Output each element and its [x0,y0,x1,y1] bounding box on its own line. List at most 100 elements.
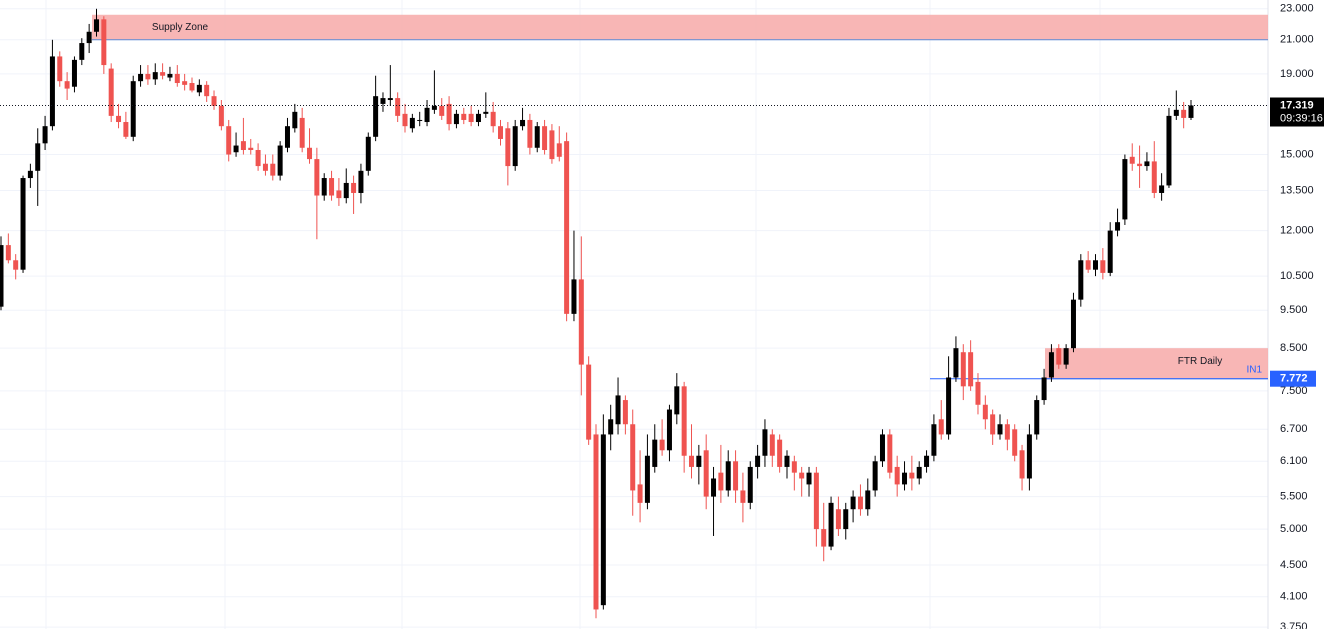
candle-body [218,105,224,127]
candle-body [512,126,518,167]
candle-body [909,472,915,479]
candle-body [762,429,768,456]
candle-body [1181,109,1187,118]
candle-body [248,147,254,151]
candle-body [387,98,393,101]
candle-body [1151,161,1157,193]
candle-body [828,502,834,547]
candle-body [130,81,136,137]
y-tick-label: 8.500 [1280,342,1308,354]
candle-body [321,178,327,196]
candle-body [990,414,996,435]
y-tick-label: 3.750 [1280,621,1308,629]
candle-body [1188,105,1194,118]
y-tick-label: 10.500 [1280,270,1314,282]
candle-body [351,182,357,193]
zone-label: Supply Zone [152,22,209,33]
candle-body [938,419,944,435]
candle-body [879,434,885,462]
candle-body [505,128,511,167]
candle-body [233,145,239,153]
candle-body [1004,424,1010,440]
candle-body [49,56,55,127]
candle-body [755,455,761,467]
candle-body [373,96,379,137]
candle-body [593,434,599,610]
candle-body [461,113,467,120]
candle-body [1078,260,1084,300]
candle-body [255,150,261,167]
candle-body [453,113,459,125]
candle-body [586,364,592,440]
candle-body [564,141,570,314]
candle-body [277,145,283,176]
candle-body [777,439,783,467]
candle-body [784,455,790,467]
candle-body [520,119,526,127]
candle-body [1129,156,1135,164]
candle-body [975,381,981,405]
y-tick-label: 4.100 [1280,591,1308,603]
candle-body [622,400,628,425]
candle-body [740,490,746,503]
candle-body [138,73,144,82]
candle-body [1122,159,1128,220]
candle-body [527,119,533,148]
candle-body [542,126,548,151]
candle-body [475,113,481,123]
candle-body [578,279,584,365]
candle-body [307,147,313,160]
y-tick-label: 12.000 [1280,225,1314,237]
y-tick-label: 5.000 [1280,523,1308,535]
candle-body [968,352,974,387]
zone [1045,348,1268,379]
candle-body [123,122,129,137]
candle-body [946,377,952,435]
candle-body [615,395,621,425]
countdown-label: 09:39:16 [1280,112,1323,124]
candle-body [270,163,276,176]
zone-label: FTR Daily [1178,356,1222,367]
candle-body [5,245,11,261]
y-tick-label: 6.700 [1280,423,1308,435]
candle-body [64,81,70,89]
candle-body [1063,348,1069,365]
candle-body [402,113,408,127]
candle-body [86,31,92,44]
candle-body [637,484,643,503]
candle-body [284,126,290,148]
candle-body [1041,377,1047,401]
candle-body [13,260,19,270]
candle-body [329,178,335,196]
level-tag: IN1 [1246,364,1262,375]
candle-body [431,105,437,110]
candle-body [299,117,305,148]
y-tick-label: 15.000 [1280,148,1314,160]
level-label: 7.772 [1280,373,1308,385]
candle-body [733,461,739,491]
candle-body [769,434,775,456]
level-box [1270,370,1316,387]
candle-body [417,119,423,121]
candle-body [262,163,268,171]
candle-body [108,68,114,116]
candle-body [240,141,246,151]
y-tick-label: 13.500 [1280,184,1314,196]
y-tick-label: 7.500 [1280,385,1308,397]
candle-body [835,509,841,530]
candle-body [688,455,694,467]
candle-body [145,73,151,80]
candle-body [813,472,819,530]
y-tick-label: 21.000 [1280,34,1314,46]
candle-body [953,348,959,378]
candle-body [27,170,33,179]
candle-body [152,72,158,80]
candle-body [843,509,849,530]
candle-body [534,126,540,148]
candle-body [931,424,937,456]
candle-body [1026,434,1032,479]
candle-body [982,404,988,420]
candle-body [872,461,878,491]
candle-body [791,461,797,473]
candle-body [1100,260,1106,273]
